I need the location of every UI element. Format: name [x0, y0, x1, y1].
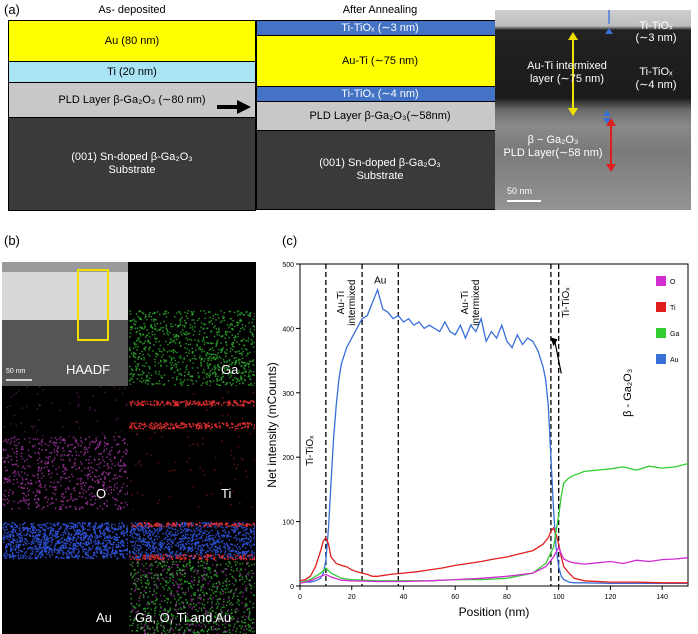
legend-entry: O — [670, 279, 676, 286]
y-tick-label: 400 — [282, 326, 294, 333]
x-tick-label: 140 — [656, 594, 668, 601]
x-tick-label: 60 — [451, 594, 459, 601]
after-annealing-layer-0: Ti-TiOₓ (∼3 nm) — [256, 20, 504, 36]
eds-map-au: Au — [2, 510, 128, 634]
after-annealing-title: After Annealing — [342, 4, 418, 16]
eds-map-label: O — [96, 486, 107, 501]
chart-annotation: intermixed — [347, 280, 358, 326]
y-tick-label: 0 — [290, 584, 294, 591]
eds-map-label: HAADF — [66, 362, 111, 377]
legend-entry: Ti — [670, 305, 676, 312]
tem-scale-bar-label: 50 nm — [507, 186, 533, 196]
eds-map-o: O — [2, 386, 128, 510]
x-axis-label: Position (nm) — [459, 605, 530, 619]
chart-annotation: intermixed — [471, 280, 482, 326]
series-ti-line — [299, 526, 688, 584]
chart-annotation: Ti-TiOₓ — [561, 287, 572, 318]
chart-annotation: Au — [374, 275, 386, 286]
eds-map-label: Ga, O, Ti and Au — [135, 610, 232, 625]
as-deposited-layer-0: Au (80 nm) — [8, 20, 256, 62]
after-annealing-stack: Ti-TiOₓ (∼3 nm) Au-Ti (∼75 nm) Ti-TiOₓ (∼4… — [256, 20, 504, 210]
chart-annotation: Au-Ti — [336, 291, 347, 315]
tem-tiox-top-label: Ti-TiOₓ (∼3 nm) — [635, 20, 677, 44]
line-profile-chart: 0 20 40 60 80 100 120 140 0 100 200 300 400 500 Positi… — [265, 262, 689, 619]
eds-map-ti: Ti — [129, 386, 255, 510]
eds-map-o-image — [2, 386, 128, 510]
legend-swatch — [656, 354, 666, 364]
eds-map-ti-image — [129, 386, 255, 510]
legend-entry: Ga — [670, 331, 679, 338]
chart-annotation: β - Ga₂O₃ — [622, 369, 634, 417]
arrow-right-icon — [217, 100, 251, 119]
tem-tiox-bottom-label: Ti-TiOₓ (∼4 nm) — [635, 66, 677, 91]
x-tick-label: 100 — [553, 594, 565, 601]
after-annealing-layer-2: Ti-TiOₓ (∼4 nm) — [256, 86, 504, 102]
y-tick-label: 100 — [282, 520, 294, 527]
chart-annotation: Au-Ti — [460, 291, 471, 315]
x-tick-label: 0 — [298, 594, 302, 601]
legend-swatch — [656, 328, 666, 338]
eds-map-ga-image — [129, 262, 255, 386]
series-ga-line — [299, 462, 689, 584]
tem-intermixed-label: Au-Ti intermixed layer (∼75 nm) — [527, 60, 607, 85]
annotation-arrow-line — [554, 341, 562, 374]
legend-entry: Au — [670, 357, 679, 364]
after-annealing-layer-3: PLD Layer β-Ga₂O₃(∼58nm) — [256, 101, 504, 131]
tem-image: Au-Ti intermixed layer (∼75 nm) Ti-TiOₓ … — [495, 10, 691, 210]
x-tick-label: 20 — [348, 594, 356, 601]
eds-maps: HAADF 50 nm Ga O Ti Au Ga, O, Ti and Au — [2, 262, 256, 634]
panel-a-label: (a) — [4, 2, 20, 17]
series-au-line — [299, 287, 688, 585]
panel-b-label: (b) — [4, 233, 20, 248]
as-deposited-stack: Au (80 nm) Ti (20 nm) PLD Layer β-Ga₂O₃ (∼… — [8, 20, 256, 211]
as-deposited-title: As- deposited — [98, 4, 166, 16]
eds-map-ga: Ga — [129, 262, 255, 386]
x-tick-label: 40 — [400, 594, 408, 601]
eds-map-label: Ti — [221, 486, 232, 501]
y-tick-label: 500 — [282, 262, 294, 269]
eds-map-haadf-image — [2, 262, 128, 386]
eds-map-haadf: HAADF 50 nm — [2, 262, 128, 386]
legend-swatch — [656, 302, 666, 312]
haadf-scale-bar-label: 50 nm — [6, 368, 26, 375]
eds-map-label: Au — [96, 610, 112, 625]
annotation-arrow-icon — [550, 337, 558, 347]
eds-map-label: Ga — [221, 362, 239, 377]
y-tick-label: 200 — [282, 455, 294, 462]
panel-c-label: (c) — [282, 233, 298, 248]
after-annealing-layer-1: Au-Ti (∼75 nm) — [256, 35, 504, 87]
eds-map-all: Ga, O, Ti and Au — [129, 510, 255, 634]
series-o-line — [299, 545, 689, 585]
y-axis-label: Net intensity (mCounts) — [265, 362, 279, 487]
legend-swatch — [656, 276, 666, 286]
as-deposited-layer-3: (001) Sn-doped β-Ga₂O₃ Substrate — [8, 117, 256, 211]
eds-map-au-image — [2, 510, 128, 634]
plot-area — [299, 263, 689, 587]
x-tick-label: 120 — [605, 594, 617, 601]
as-deposited-layer-1: Ti (20 nm) — [8, 61, 256, 83]
chart-annotation: Ti-TiOₓ — [305, 435, 316, 466]
after-annealing-layer-4: (001) Sn-doped β-Ga₂O₃ Substrate — [256, 130, 504, 210]
x-tick-label: 80 — [503, 594, 511, 601]
y-tick-label: 300 — [282, 391, 294, 398]
eds-map-all-image — [129, 510, 255, 634]
tem-pld-label: β − Ga₂O₃ PLD Layer(∼58 nm) — [503, 134, 603, 159]
